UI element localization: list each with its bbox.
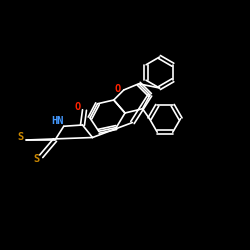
Text: S: S (34, 154, 40, 164)
Text: S: S (18, 132, 24, 142)
Text: HN: HN (51, 116, 64, 126)
Text: O: O (74, 102, 80, 112)
Text: O: O (115, 84, 121, 94)
